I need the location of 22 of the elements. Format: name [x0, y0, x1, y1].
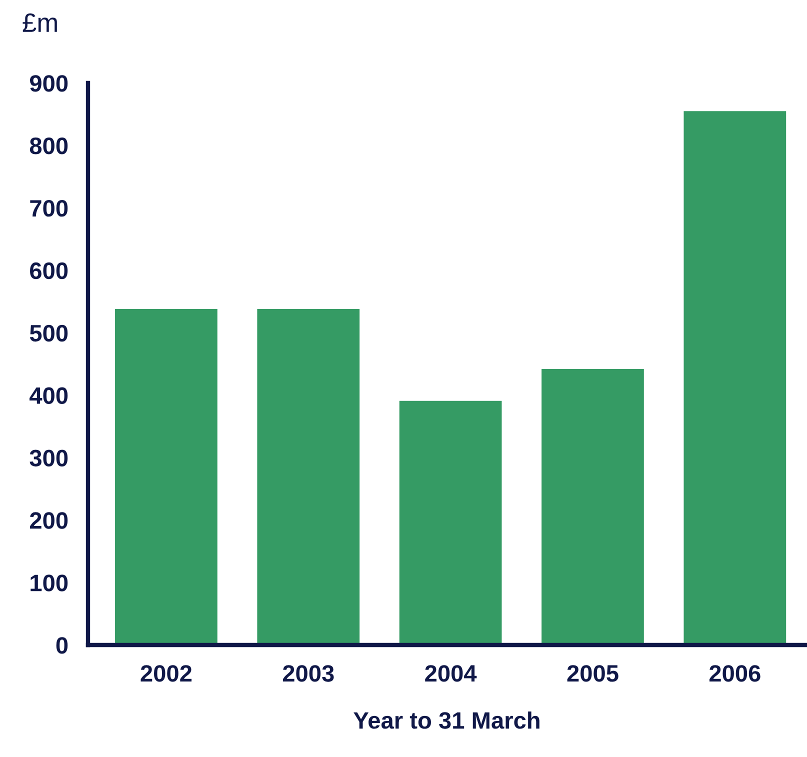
y-tick-label: 200 — [30, 512, 68, 529]
y-tick-label: 700 — [30, 200, 68, 217]
y-tick-label: 300 — [30, 450, 68, 466]
bar — [542, 368, 644, 645]
x-axis-title: Year to 31 March — [354, 711, 540, 729]
bar — [684, 111, 786, 645]
bar — [399, 400, 502, 645]
y-tick-label: 500 — [30, 324, 68, 342]
y-tick-label: 800 — [30, 138, 68, 154]
y-tick-label: 0 — [56, 637, 68, 654]
x-tick-label: 2003 — [282, 665, 334, 682]
y-tick-label: 600 — [30, 262, 68, 280]
y-tick-label: 100 — [30, 574, 68, 592]
x-tick-label: 2002 — [140, 665, 192, 682]
x-tick-label: 2005 — [567, 665, 618, 682]
bar — [115, 309, 218, 645]
x-tick-label: 2004 — [425, 665, 477, 682]
bar — [257, 309, 360, 645]
y-axis-title: £m — [22, 13, 57, 32]
y-tick-label: 400 — [30, 387, 68, 404]
x-tick-label: 2006 — [709, 665, 760, 682]
y-tick-label: 900 — [30, 75, 68, 92]
